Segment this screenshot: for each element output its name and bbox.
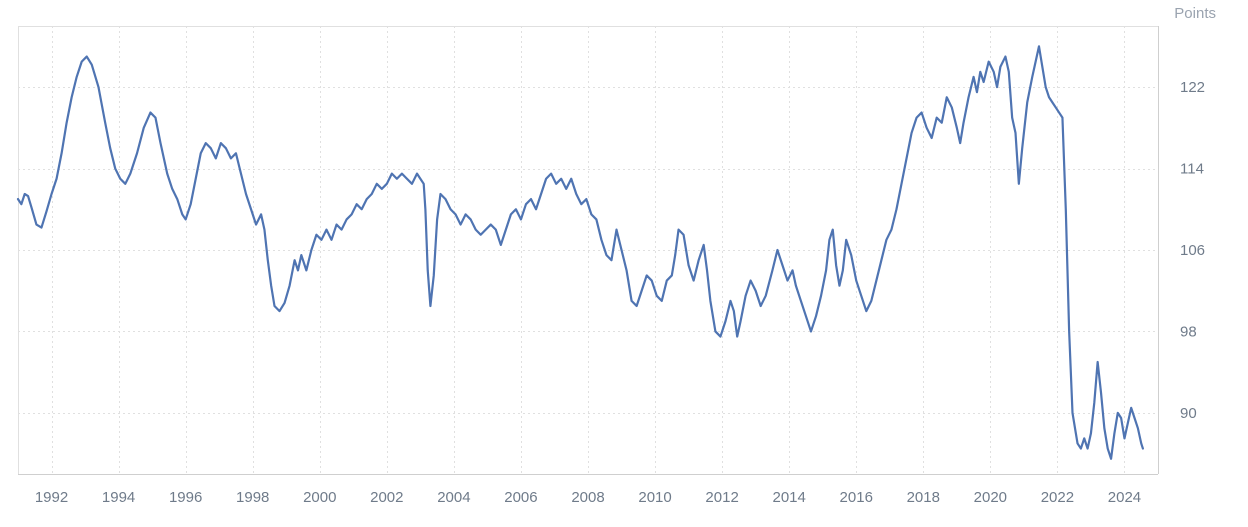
x-tick-label: 2022	[1041, 489, 1074, 506]
x-tick-label: 2014	[772, 489, 805, 506]
x-tick-label: 2024	[1108, 489, 1141, 506]
x-tick-label: 2002	[370, 489, 403, 506]
y-tick-label: 90	[1180, 405, 1197, 422]
x-tick-label: 1992	[35, 489, 68, 506]
x-tick-label: 2008	[571, 489, 604, 506]
x-tick-label: 1996	[169, 489, 202, 506]
x-tick-label: 2004	[437, 489, 470, 506]
y-tick-label: 106	[1180, 242, 1205, 259]
x-tick-label: 2000	[303, 489, 336, 506]
x-tick-label: 2016	[840, 489, 873, 506]
y-tick-label: 114	[1180, 161, 1204, 178]
line-chart: 90 98 106 114 122 1992 1994 1996 1998 2000 2002 200…	[0, 0, 1248, 527]
y-tick-label: 98	[1180, 323, 1197, 340]
x-tick-label: 1994	[102, 489, 135, 506]
x-tick-label: 2006	[504, 489, 537, 506]
x-tick-label: 2010	[638, 489, 671, 506]
chart-svg: 90 98 106 114 122 1992 1994 1996 1998 2000 2002 200…	[0, 0, 1248, 527]
x-tick-label: 2020	[974, 489, 1007, 506]
x-tick-label: 2018	[907, 489, 940, 506]
unit-label: Points	[1174, 5, 1216, 22]
x-tick-label: 2012	[705, 489, 738, 506]
x-tick-label: 1998	[236, 489, 269, 506]
y-tick-label: 122	[1180, 79, 1205, 96]
